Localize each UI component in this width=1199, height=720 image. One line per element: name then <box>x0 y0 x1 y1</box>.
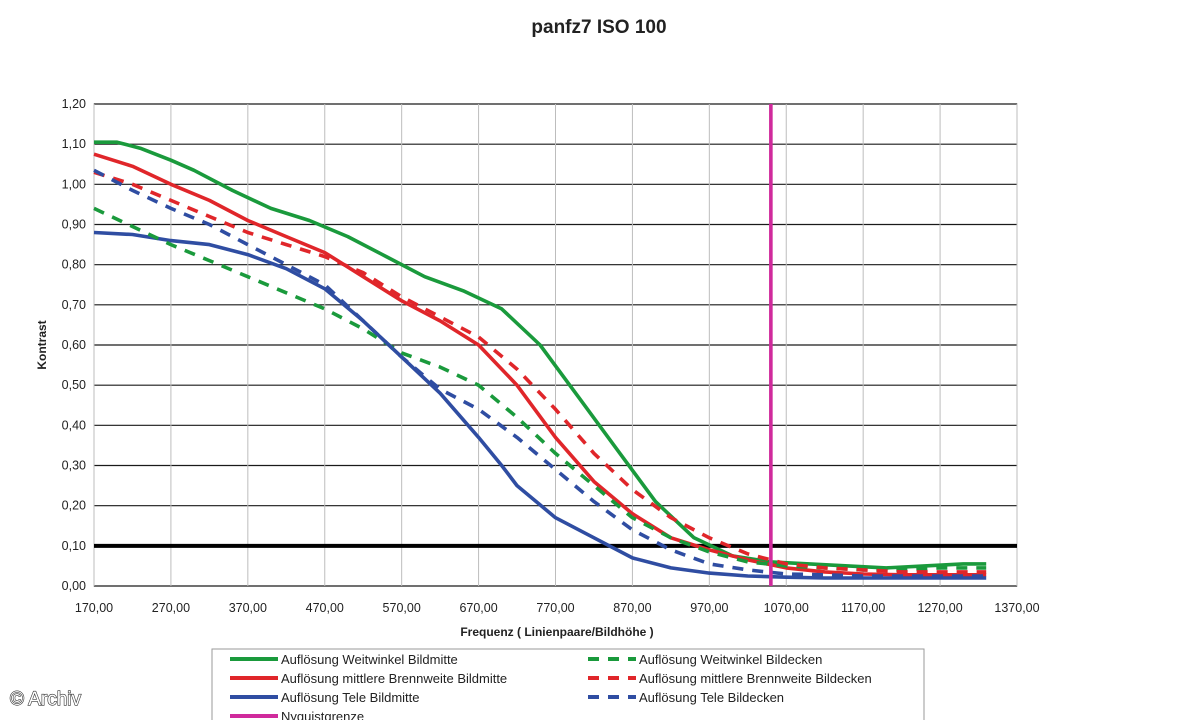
x-tick-label: 1170,00 <box>841 601 885 615</box>
series-line-4 <box>93 230 987 580</box>
x-tick-label: 170,00 <box>75 601 113 615</box>
x-tick-label: 1370,00 <box>994 601 1039 615</box>
y-tick-label: 0,30 <box>62 459 86 473</box>
legend: Auflösung Weitwinkel Bildmitte Auflösung … <box>211 648 925 720</box>
x-tick-label: 470,00 <box>306 601 344 615</box>
x-tick-label: 270,00 <box>152 601 190 615</box>
y-tick-label: 0,20 <box>62 499 86 513</box>
x-tick-label: 770,00 <box>536 601 574 615</box>
legend-label: Auflösung Weitwinkel Bildecken <box>639 652 822 667</box>
x-axis-label: Frequenz ( Linienpaare/Bildhöhe ) <box>460 625 653 639</box>
legend-label: Auflösung mittlere Brennweite Bildmitte <box>281 671 507 686</box>
legend-label: Nyquistgrenze <box>281 709 364 720</box>
legend-box <box>211 648 925 720</box>
y-tick-label: 0,00 <box>62 579 86 593</box>
x-tick-label: 670,00 <box>459 601 497 615</box>
y-tick-label: 0,90 <box>62 218 86 232</box>
y-axis-ticks: 0,00 0,10 0,20 0,30 0,40 0,50 0,60 0,70 0,80 0,90… <box>62 97 86 593</box>
x-axis-ticks: 170,00 270,00 370,00 470,00 570,00 670,00 770,… <box>75 601 1040 615</box>
y-tick-label: 1,20 <box>62 97 86 111</box>
y-tick-label: 0,80 <box>62 258 86 272</box>
y-tick-label: 0,60 <box>62 338 86 352</box>
series-group <box>93 104 1017 586</box>
legend-label: Auflösung Tele Bildmitte <box>281 690 420 705</box>
y-axis-label: Kontrast <box>35 320 49 369</box>
chart-title: panfz7 ISO 100 <box>531 17 666 38</box>
y-tick-label: 0,10 <box>62 539 86 553</box>
x-tick-label: 370,00 <box>229 601 267 615</box>
y-tick-label: 0,50 <box>62 378 86 392</box>
legend-label: Auflösung Tele Bildecken <box>639 690 784 705</box>
y-tick-label: 0,70 <box>62 298 86 312</box>
x-tick-label: 1070,00 <box>764 601 809 615</box>
x-tick-label: 970,00 <box>690 601 728 615</box>
series-line-5 <box>93 168 987 578</box>
y-tick-label: 1,00 <box>62 177 86 191</box>
series-line-0 <box>94 140 987 570</box>
x-tick-label: 870,00 <box>613 601 651 615</box>
x-tick-label: 1270,00 <box>917 601 962 615</box>
y-tick-label: 1,10 <box>62 137 86 151</box>
x-tick-label: 570,00 <box>383 601 421 615</box>
legend-label: Auflösung mittlere Brennweite Bildecken <box>639 671 872 686</box>
legend-label: Auflösung Weitwinkel Bildmitte <box>281 652 458 667</box>
series-line-1 <box>93 206 987 572</box>
series-line-2 <box>93 152 987 577</box>
watermark: © Archiv <box>10 689 82 710</box>
y-tick-label: 0,40 <box>62 418 86 432</box>
